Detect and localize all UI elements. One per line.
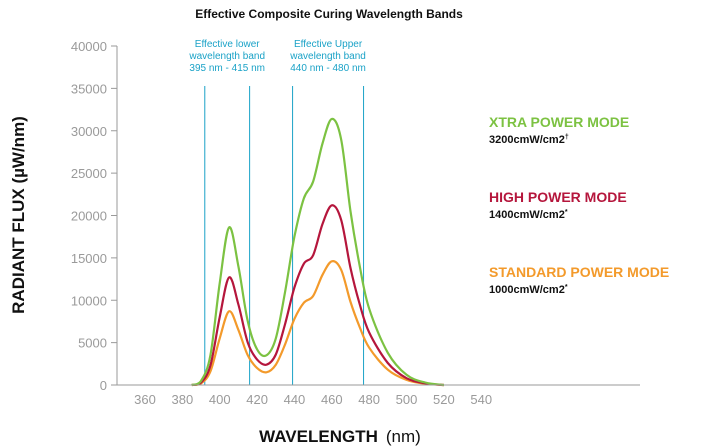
x-tick-label: 440 xyxy=(284,392,306,407)
x-tick-label: 500 xyxy=(396,392,418,407)
y-axis-ticks: 0 5000 10000 15000 20000 25000 30000 35000 40000 xyxy=(71,39,117,393)
band-label-line: 440 nm - 480 nm xyxy=(290,63,366,74)
x-tick-label: 400 xyxy=(209,392,231,407)
series-lines xyxy=(191,117,445,387)
y-tick-label: 20000 xyxy=(71,209,107,224)
legend-mode-name: HIGH POWER MODE xyxy=(489,189,627,205)
legend: XTRA POWER MODE 3200cmW/cm2† HIGH POWER MO… xyxy=(489,114,669,296)
x-tick-label: 480 xyxy=(358,392,380,407)
y-tick-label: 30000 xyxy=(71,124,107,139)
legend-power-value: 1400cmW/cm2 xyxy=(489,209,565,221)
x-tick-label: 520 xyxy=(433,392,455,407)
legend-power-footnote: † xyxy=(565,134,569,141)
x-tick-label: 460 xyxy=(321,392,343,407)
y-tick-label: 25000 xyxy=(71,166,107,181)
x-tick-label: 360 xyxy=(134,392,156,407)
band-label-line: Effective Upper xyxy=(294,39,363,50)
legend-mode-name: STANDARD POWER MODE xyxy=(489,264,669,280)
legend-mode-power: 1400cmW/cm2* xyxy=(489,209,568,221)
band-label-line: Effective lower xyxy=(195,39,261,50)
band-label-line: wavelength band xyxy=(188,51,265,62)
y-tick-label: 35000 xyxy=(71,81,107,96)
series-line-2 xyxy=(191,260,444,387)
band-label-line: wavelength band xyxy=(289,51,366,62)
x-tick-label: 420 xyxy=(246,392,268,407)
x-axis-label-unit: (nm) xyxy=(386,427,421,446)
band-label-line: 395 nm - 415 nm xyxy=(189,63,265,74)
y-tick-label: 10000 xyxy=(71,293,107,308)
legend-mode-power: 3200cmW/cm2† xyxy=(489,134,569,146)
chart-title: Effective Composite Curing Wavelength Ba… xyxy=(195,7,463,21)
y-axis-label: RADIANT FLUX (µW/nm) xyxy=(9,116,28,314)
y-tick-label: 5000 xyxy=(78,336,107,351)
y-tick-label: 0 xyxy=(100,378,107,393)
x-tick-label: 380 xyxy=(172,392,194,407)
legend-mode-power: 1000cmW/cm2* xyxy=(489,284,568,296)
y-tick-label: 15000 xyxy=(71,251,107,266)
legend-power-value: 1000cmW/cm2 xyxy=(489,284,565,296)
series-line-0 xyxy=(191,117,445,387)
y-tick-label: 40000 xyxy=(71,39,107,54)
series-line-1 xyxy=(191,204,445,387)
x-tick-label: 540 xyxy=(470,392,492,407)
x-axis-label-text: WAVELENGTH xyxy=(259,427,378,446)
x-axis-label: WAVELENGTH (nm) xyxy=(259,427,421,446)
legend-mode-name: XTRA POWER MODE xyxy=(489,114,629,130)
legend-power-value: 3200cmW/cm2 xyxy=(489,134,565,146)
x-axis-ticks: 360 380 400 420 440 460 480 500 520 540 xyxy=(134,392,492,407)
legend-power-footnote: * xyxy=(565,284,568,291)
legend-power-footnote: * xyxy=(565,209,568,216)
